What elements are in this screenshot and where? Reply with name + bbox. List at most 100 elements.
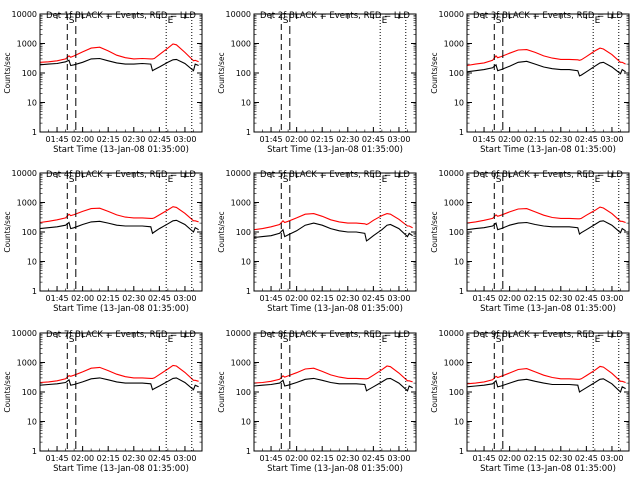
x-tick-label: 02:30 — [122, 135, 145, 144]
x-tick-label: 01:45 — [473, 294, 496, 303]
annotation-start: S — [69, 16, 75, 26]
y-tick-label: 1000 — [231, 199, 251, 208]
x-tick-label: 02:15 — [311, 294, 334, 303]
y-axis-label: Counts/sec — [3, 52, 12, 93]
y-axis-label: Counts/sec — [430, 52, 439, 93]
y-tick-label: 1000 — [444, 199, 464, 208]
y-tick-label: 10000 — [226, 329, 251, 338]
series-line-lld — [467, 47, 626, 67]
x-tick-label: 03:00 — [600, 294, 623, 303]
y-tick-label: 1000 — [231, 40, 251, 49]
x-tick-label: 02:00 — [285, 294, 308, 303]
y-axis-label: Counts/sec — [217, 371, 226, 412]
x-tick-label: 02:45 — [148, 294, 171, 303]
x-tick-label: 02:45 — [575, 454, 598, 463]
x-tick-label: 02:30 — [122, 454, 145, 463]
plot-frame — [253, 13, 417, 133]
series-line-lld — [467, 206, 626, 224]
detector-panel-2: 1 10 100 1000 10000 01:45 02:00 02:15 02:30 02:45… — [217, 10, 417, 155]
y-axis-label: Counts/sec — [3, 211, 12, 252]
series-line-lld — [254, 213, 413, 231]
plot-frame — [39, 332, 203, 452]
x-tick-label: 02:15 — [524, 135, 547, 144]
x-tick-label: 02:30 — [336, 294, 359, 303]
x-tick-label: 02:45 — [148, 454, 171, 463]
x-tick-label: 01:45 — [46, 135, 69, 144]
y-tick-label: 10 — [241, 99, 251, 108]
x-tick-label: 03:00 — [387, 135, 410, 144]
series-line-events — [40, 219, 199, 235]
x-axis-label: Start Time (13-Jan-08 01:35:00) — [53, 145, 189, 155]
annotation-start: S — [496, 335, 502, 345]
y-tick-label: 10 — [27, 99, 37, 108]
y-axis-label: Counts/sec — [430, 371, 439, 412]
series-line-lld — [40, 43, 199, 63]
annotation-end: E — [168, 335, 174, 345]
x-tick-label: 01:45 — [260, 454, 283, 463]
x-tick-label: 02:00 — [498, 454, 521, 463]
plot-frame — [253, 332, 417, 452]
y-tick-label: 1 — [246, 447, 251, 456]
x-tick-label: 02:15 — [97, 135, 120, 144]
x-tick-label: 02:45 — [575, 135, 598, 144]
panel-title: Det 9f BLACK = Events, RED = LLD — [473, 330, 623, 340]
x-tick-label: 01:45 — [260, 294, 283, 303]
annotation-end: E — [382, 335, 388, 345]
x-tick-label: 02:45 — [362, 454, 385, 463]
plot-frame — [253, 172, 417, 292]
annotation-end: E — [595, 16, 601, 26]
annotation-start: S — [283, 335, 289, 345]
y-tick-label: 10000 — [439, 329, 464, 338]
x-tick-label: 03:00 — [600, 135, 623, 144]
y-tick-label: 1 — [246, 128, 251, 137]
detector-panel-5: 1 10 100 1000 10000 01:45 02:00 02:15 02:30 02:45… — [217, 169, 417, 314]
y-tick-label: 1 — [459, 287, 464, 296]
x-tick-label: 02:00 — [71, 454, 94, 463]
x-tick-label: 02:00 — [285, 135, 308, 144]
y-tick-label: 10000 — [12, 10, 37, 19]
annotation-start: S — [69, 175, 75, 185]
x-tick-label: 03:00 — [600, 454, 623, 463]
x-tick-label: 02:45 — [362, 135, 385, 144]
series-line-lld — [254, 365, 413, 384]
x-tick-label: 02:15 — [311, 135, 334, 144]
x-tick-label: 02:15 — [97, 454, 120, 463]
annotation-end: E — [168, 175, 174, 185]
annotation-end: E — [595, 335, 601, 345]
x-tick-label: 02:45 — [148, 135, 171, 144]
series-line-lld — [40, 206, 199, 224]
annotation-end: E — [168, 16, 174, 26]
series-line-events — [254, 377, 413, 392]
x-tick-label: 02:45 — [575, 294, 598, 303]
x-tick-label: 01:45 — [46, 454, 69, 463]
y-tick-label: 1000 — [17, 199, 37, 208]
x-axis-label: Start Time (13-Jan-08 01:35:00) — [480, 464, 616, 474]
annotation-start: S — [496, 175, 502, 185]
x-axis-label: Start Time (13-Jan-08 01:35:00) — [267, 145, 403, 155]
panel-title: Det 2f BLACK = Events, RED = LLD — [260, 11, 410, 21]
y-tick-label: 1000 — [231, 359, 251, 368]
series-line-events — [467, 220, 626, 236]
panel-title: Det 6f BLACK = Events, RED = LLD — [473, 170, 623, 180]
series-line-events — [40, 57, 199, 72]
x-tick-label: 02:30 — [549, 294, 572, 303]
detector-panel-8: 1 10 100 1000 10000 01:45 02:00 02:15 02:30 02:45… — [217, 329, 417, 474]
annotation-end: E — [382, 175, 388, 185]
y-tick-label: 10 — [27, 418, 37, 427]
y-tick-label: 10 — [454, 258, 464, 267]
y-tick-label: 1 — [459, 128, 464, 137]
x-tick-label: 02:45 — [362, 294, 385, 303]
y-tick-label: 10 — [454, 418, 464, 427]
x-tick-label: 02:00 — [498, 135, 521, 144]
annotation-end: E — [382, 16, 388, 26]
series-line-events — [40, 377, 199, 391]
detector-panel-4: 1 10 100 1000 10000 01:45 02:00 02:15 02:30 02:45… — [3, 169, 203, 314]
y-tick-label: 10000 — [226, 10, 251, 19]
panel-title: Det 5f BLACK = Events, RED = LLD — [260, 170, 410, 180]
x-tick-label: 02:30 — [549, 454, 572, 463]
y-tick-label: 10000 — [12, 329, 37, 338]
y-axis-label: Counts/sec — [3, 371, 12, 412]
plot-frame — [39, 172, 203, 292]
x-tick-label: 03:00 — [173, 454, 196, 463]
plot-frame — [39, 13, 203, 133]
